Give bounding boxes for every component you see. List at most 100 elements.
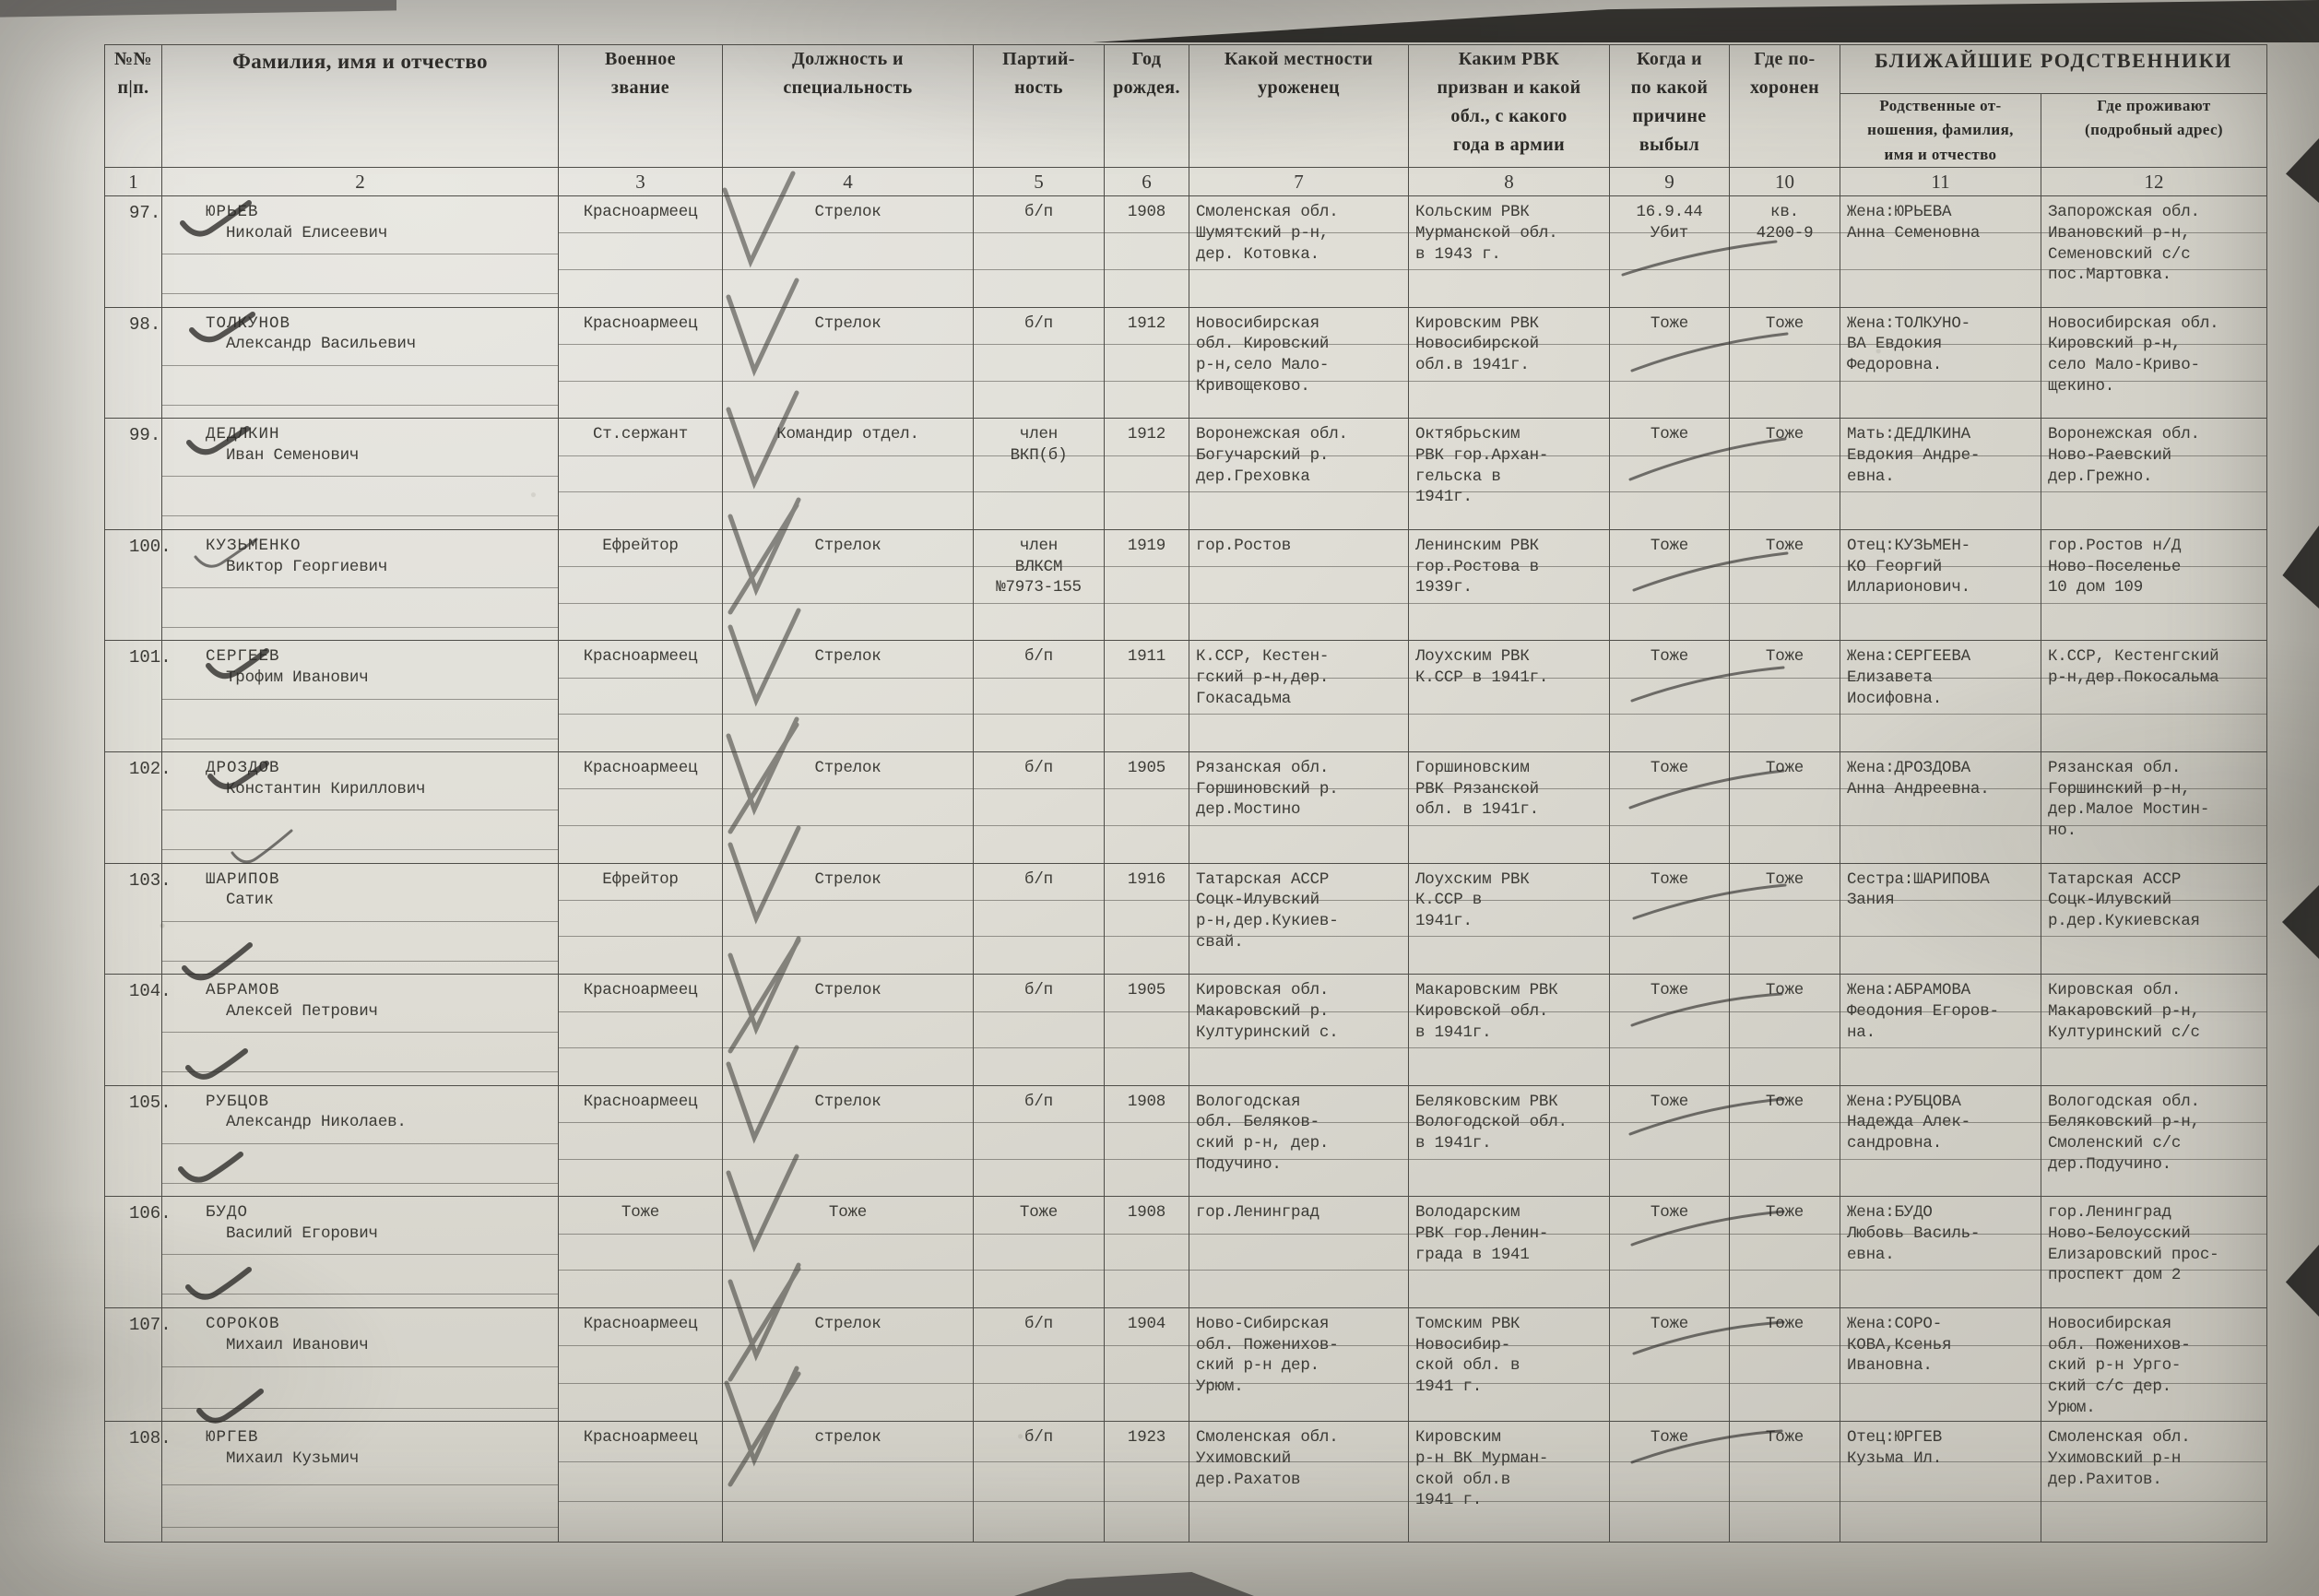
row-birthyear-line-0: 1908 — [1127, 1203, 1166, 1223]
row-address-line-0: Воронежская обл. — [2048, 425, 2200, 444]
table-row[interactable]: 105. РУБЦОВ Александр Николаев. Красноар… — [104, 1084, 2267, 1198]
row-address-line-2: Смоленский с/с — [2048, 1134, 2182, 1153]
table-row[interactable]: 106. БУДО Василий Егорович Тоже Тоже Тож… — [104, 1196, 2267, 1308]
row-party: б/п — [973, 1306, 1105, 1423]
row-position-line-0: Стрелок — [814, 869, 881, 889]
surname: ТОЛКУНОВ — [206, 313, 291, 333]
edge-damage-right-4 — [2285, 1245, 2319, 1317]
row-relative: Жена:ДРОЗДОВА Анна Андреевна. — [1840, 751, 2041, 864]
row-burial: кв. 4200-9 — [1729, 195, 1840, 308]
row-birthyear: 1912 — [1104, 418, 1189, 530]
row-origin-line-2: р-н,село Мало- — [1196, 356, 1330, 375]
row-relative-line-0: Отец:ЮРГЕВ — [1847, 1428, 1943, 1448]
given-name: Виктор Георгиевич — [226, 557, 388, 576]
header-col-rank: Военное звание — [558, 43, 723, 169]
row-origin-line-0: Смоленская обл. — [1196, 1428, 1339, 1448]
table-row[interactable]: 104. АБРАМОВ Алексей Петрович Красноарме… — [104, 974, 2267, 1086]
surname: ЮРГЕВ — [206, 1428, 259, 1448]
row-fate: Тоже — [1609, 1084, 1730, 1198]
row-address-line-3: проспект дом 2 — [2048, 1266, 2182, 1285]
colnum-2: 2 — [161, 167, 559, 197]
row-birthyear-line-0: 1904 — [1127, 1314, 1166, 1333]
row-birthyear: 1908 — [1104, 1084, 1189, 1198]
header-col-fate: Когда и по какой причине выбыл — [1609, 43, 1730, 169]
row-fullname: ДЕДЛКИН Иван Семенович — [161, 418, 559, 530]
row-party-line-0: б/п — [1024, 1314, 1053, 1333]
row-address-line-0: Запорожская обл. — [2048, 203, 2200, 222]
row-birthyear: 1923 — [1104, 1421, 1189, 1543]
row-draft-line-1: Новосибирской — [1415, 335, 1539, 354]
row-draft-line-1: Кировской обл. — [1415, 1001, 1549, 1021]
row-draft-line-0: Октябрьским — [1415, 425, 1520, 444]
row-fullname: ДРОЗДОВ Константин Кириллович — [161, 751, 559, 864]
row-address: гор.Ростов н/Д Ново-Поселенье 10 дом 109 — [2041, 528, 2267, 642]
row-origin-line-0: Рязанская обл. — [1196, 758, 1330, 777]
row-address-line-2: Културинский с/с — [2048, 1023, 2200, 1042]
table-row[interactable]: 102. ДРОЗДОВ Константин Кириллович Красн… — [104, 751, 2267, 864]
row-position-line-0: Командир отдел. — [776, 425, 919, 444]
row-origin-line-1: гский р-н,дер. — [1196, 668, 1330, 688]
row-number: 103. — [104, 862, 172, 975]
table-row[interactable]: 97. ЮРЬЕВ Николай Елисеевич Красноармеец… — [104, 195, 2267, 308]
row-relative-line-0: Жена:БУДО — [1847, 1203, 1933, 1223]
table-row[interactable]: 101. СЕРГЕЕВ Трофим Иванович Красноармее… — [104, 640, 2267, 752]
row-rank: Красноармеец — [558, 1421, 723, 1543]
row-address-line-4: Урюм. — [2048, 1398, 2096, 1417]
row-burial-line-0: Тоже — [1765, 869, 1804, 889]
row-address-line-1: обл. Поженихов- — [2048, 1335, 2191, 1354]
row-fullname: СОРОКОВ Михаил Иванович — [161, 1306, 559, 1423]
table-row[interactable]: 98. ТОЛКУНОВ Александр Васильевич Красно… — [104, 306, 2267, 420]
row-fate-line-0: Тоже — [1650, 1092, 1689, 1111]
row-rank-line-0: Тоже — [621, 1203, 660, 1223]
row-fate-line-0: Тоже — [1650, 425, 1689, 444]
row-burial: Тоже — [1729, 974, 1840, 1086]
row-origin-line-3: Кривощеково. — [1196, 376, 1310, 396]
row-origin-line-2: дер. Котовка. — [1196, 244, 1319, 264]
row-address: Новосибирская обл. Поженихов-ский р-н Ург… — [2041, 1306, 2267, 1423]
register-body: 97. ЮРЬЕВ Николай Елисеевич Красноармеец… — [104, 195, 2267, 1543]
table-row[interactable]: 99. ДЕДЛКИН Иван Семенович Ст.сержант Ко… — [104, 418, 2267, 530]
given-name: Александр Николаев. — [226, 1113, 407, 1132]
row-position-line-0: Стрелок — [814, 981, 881, 1000]
row-address-line-1: Ивановский р-н, — [2048, 223, 2191, 242]
row-fate-line-0: Тоже — [1650, 1203, 1689, 1223]
table-row[interactable]: 108. ЮРГЕВ Михаил Кузьмич Красноармеец с… — [104, 1421, 2267, 1543]
row-draft-line-0: Володарским — [1415, 1203, 1520, 1223]
row-draft-line-1: К.ССР в 1941г. — [1415, 668, 1549, 688]
row-position: стрелок — [722, 1421, 974, 1543]
header-col-birthyear: Год рождея. — [1104, 43, 1189, 169]
table-row[interactable]: 103. ШАРИПОВ Сатик Ефрейтор Стрелок б/п … — [104, 862, 2267, 975]
row-draft-line-3: 1941 г. — [1415, 1377, 1483, 1397]
row-number: 101. — [104, 640, 172, 752]
row-burial: Тоже — [1729, 418, 1840, 530]
row-birthyear-line-0: 1905 — [1127, 758, 1166, 777]
row-origin-line-0: Татарская АССР — [1196, 869, 1330, 889]
row-birthyear-line-0: 1912 — [1127, 425, 1166, 444]
row-birthyear-line-0: 1919 — [1127, 536, 1166, 555]
row-position: Тоже — [722, 1196, 974, 1308]
table-row[interactable]: 100. КУЗЬМЕНКО Виктор Георгиевич Ефрейто… — [104, 528, 2267, 642]
row-rank: Ефрейтор — [558, 862, 723, 975]
row-draft: Кольским РВК Мурманской обл. в 1943 г. — [1408, 195, 1610, 308]
colnum-11: 11 — [1840, 167, 2041, 197]
row-birthyear: 1912 — [1104, 306, 1189, 420]
row-address-line-1: Ново-Раевский — [2048, 445, 2171, 465]
row-relative-line-0: Жена:ДРОЗДОВА — [1847, 758, 1970, 777]
surname: ЮРЬЕВ — [206, 203, 259, 222]
row-relative-line-1: Зания — [1847, 891, 1895, 910]
row-relative-line-0: Мать:ДЕДЛКИНА — [1847, 425, 1970, 444]
row-position: Стрелок — [722, 1306, 974, 1423]
row-origin: Смоленская обл. Шумятский р-н, дер. Котовк… — [1189, 195, 1409, 308]
row-position: Стрелок — [722, 195, 974, 308]
row-birthyear-line-0: 1923 — [1127, 1428, 1166, 1448]
row-relative: Мать:ДЕДЛКИНА Евдокия Андре-евна. — [1840, 418, 2041, 530]
row-address-line-2: Семеновский с/с — [2048, 244, 2191, 264]
row-origin-line-1: Богучарский р. — [1196, 445, 1330, 465]
row-draft-line-1: Мурманской обл. — [1415, 223, 1558, 242]
row-address-line-0: Кировская обл. — [2048, 981, 2182, 1000]
row-fate: Тоже — [1609, 1196, 1730, 1308]
row-origin: Татарская АССР Соцк-Илувский р-н,дер.Кукие… — [1189, 862, 1409, 975]
table-row[interactable]: 107. СОРОКОВ Михаил Иванович Красноармее… — [104, 1306, 2267, 1423]
row-draft: Беляковским РВК Вологодской обл. в 1941г. — [1408, 1084, 1610, 1198]
row-relative-line-2: Федоровна. — [1847, 356, 1943, 375]
